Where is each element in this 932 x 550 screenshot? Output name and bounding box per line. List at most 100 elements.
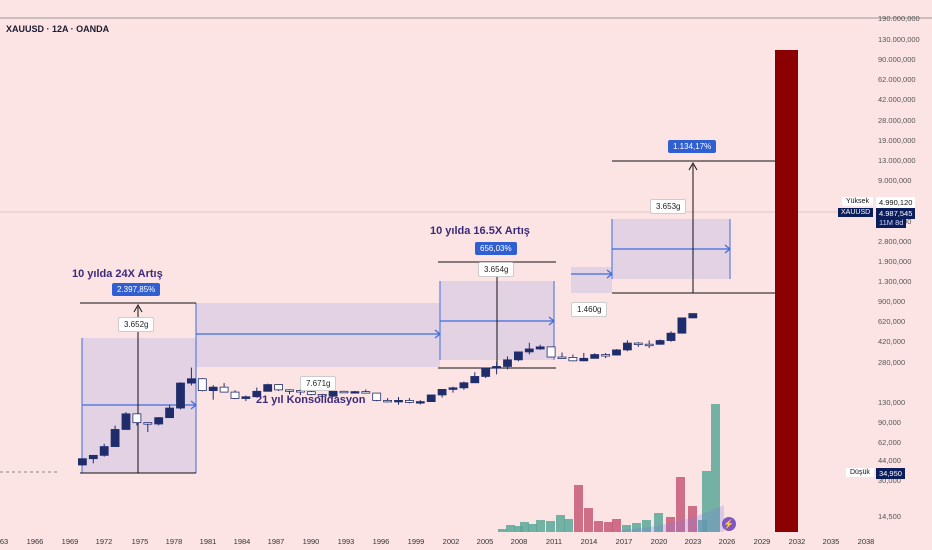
measure-arrowhead-1 (133, 303, 143, 313)
high-value: 4.990,120 (876, 197, 916, 208)
volume-bar-3 (520, 522, 529, 532)
candle-body-2020 (623, 342, 632, 351)
candle-body-1987 (263, 384, 273, 392)
candle-body-1999 (394, 400, 403, 403)
x-tick-label: 2011 (545, 537, 563, 546)
candle-body-1976 (143, 422, 153, 425)
candle-body-2007 (481, 367, 491, 377)
high-label: Yüksek (842, 197, 873, 206)
y-tick-label: 28.000,000 (878, 116, 916, 125)
duration-label-3: 3.653g (650, 199, 687, 214)
candle-timer: 11M 8d (876, 217, 907, 228)
x-tick-label: 2032 (788, 537, 806, 546)
x-tick-label: 2008 (510, 537, 528, 546)
candle-body-1986 (252, 390, 262, 398)
y-tick-label: 42.000,000 (878, 95, 916, 104)
y-tick-label: 90.000,000 (878, 55, 916, 64)
volume-bar-1 (506, 525, 515, 532)
x-tick-label: 1996 (372, 537, 390, 546)
x-tick-label: 2038 (857, 537, 875, 546)
candle-body-2002 (426, 394, 436, 403)
x-tick-label: 2002 (442, 537, 460, 546)
candle-body-2013 (546, 346, 556, 358)
candle-body-1970 (78, 458, 87, 466)
x-tick-label: 2020 (650, 537, 668, 546)
volume-bar-17 (654, 513, 663, 532)
y-tick-label: 420,000 (878, 337, 906, 346)
range-box-4 (571, 267, 612, 293)
y-tick-label: 190.000,000 (878, 14, 920, 23)
candle-body-1983 (219, 386, 229, 393)
volume-bar-9 (574, 485, 583, 532)
y-tick-label: 13.000,000 (878, 156, 916, 165)
x-tick-label: 2035 (822, 537, 840, 546)
volume-bar-0 (498, 529, 507, 532)
candle-body-2016 (579, 357, 589, 362)
y-tick-label: 900,000 (878, 297, 906, 306)
candle-body-2006 (470, 376, 480, 384)
volume-bar-20 (688, 506, 697, 532)
volume-bar-4 (528, 524, 537, 532)
volume-bar-12 (604, 522, 613, 532)
candle-body-1978 (165, 407, 175, 419)
candle-body-2019 (612, 349, 621, 356)
x-tick-label: 1975 (131, 537, 149, 546)
y-tick-label: 30,000 (878, 476, 901, 485)
candle-body-1985 (241, 396, 251, 399)
volume-bar-22 (702, 471, 711, 532)
percent-badge-3: 1.134,17% (668, 140, 717, 153)
annotation-title-2: 10 yılda 16.5X Artış (430, 225, 530, 237)
candle-body-2014 (557, 356, 567, 359)
candle-body-2017 (590, 354, 600, 359)
volume-bar-23 (711, 404, 720, 532)
volume-bar-11 (594, 521, 603, 532)
volume-bar-5 (536, 520, 545, 532)
volume-bar-7 (556, 515, 565, 532)
x-tick-label: 1993 (337, 537, 355, 546)
candle-body-2008 (492, 366, 502, 369)
volume-bar-13 (612, 519, 621, 532)
y-tick-label: 1.300,000 (878, 277, 912, 286)
volume-bar-18 (666, 517, 675, 532)
y-tick-label: 90,000 (878, 418, 901, 427)
candle-body-1988 (274, 384, 284, 391)
y-tick-label: 44,000 (878, 456, 901, 465)
duration-label-2: 3.654g (478, 262, 515, 277)
range-box-2 (196, 303, 440, 367)
flash-icon[interactable]: ⚡ (722, 517, 736, 531)
candle-body-1973 (110, 429, 120, 447)
candle-body-1971 (88, 454, 98, 460)
y-tick-label: 62,000 (878, 438, 901, 447)
candle-body-2009 (503, 359, 512, 367)
candle-body-2015 (568, 357, 578, 362)
consolidation-label: 21 yıl Konsolidasyon (256, 394, 366, 406)
x-tick-label: 1969 (61, 537, 79, 546)
y-tick-label: 62.000,000 (878, 75, 916, 84)
x-tick-label: 1984 (233, 537, 251, 546)
x-tick-label: 1999 (407, 537, 425, 546)
candle-body-1991 (306, 391, 316, 395)
last-price-badge: 4.987,545 (876, 208, 916, 219)
candle-body-2024 (666, 332, 676, 341)
x-tick-label: 1981 (199, 537, 217, 546)
x-tick-label: 2014 (580, 537, 598, 546)
duration-label-5: 1.460g (571, 302, 608, 317)
candle-body-2000 (404, 400, 414, 403)
candle-body-1995 (350, 391, 360, 394)
y-tick-label: 19.000,000 (878, 136, 916, 145)
annotation-title-1: 10 yılda 24X Artış (72, 268, 163, 280)
volume-bar-8 (564, 519, 573, 532)
percent-badge-1: 2.397,85% (112, 283, 161, 296)
candle-body-1981 (197, 378, 207, 392)
y-tick-label: 280,000 (878, 358, 906, 367)
volume-bar-15 (632, 523, 641, 532)
x-tick-label: 2017 (615, 537, 633, 546)
candle-body-2005 (459, 382, 469, 389)
candle-body-2023 (655, 340, 665, 345)
y-tick-label: 620,000 (878, 317, 906, 326)
candle-body-1977 (154, 417, 164, 425)
volume-bar-6 (546, 521, 555, 532)
candle-body-1989 (285, 389, 294, 392)
